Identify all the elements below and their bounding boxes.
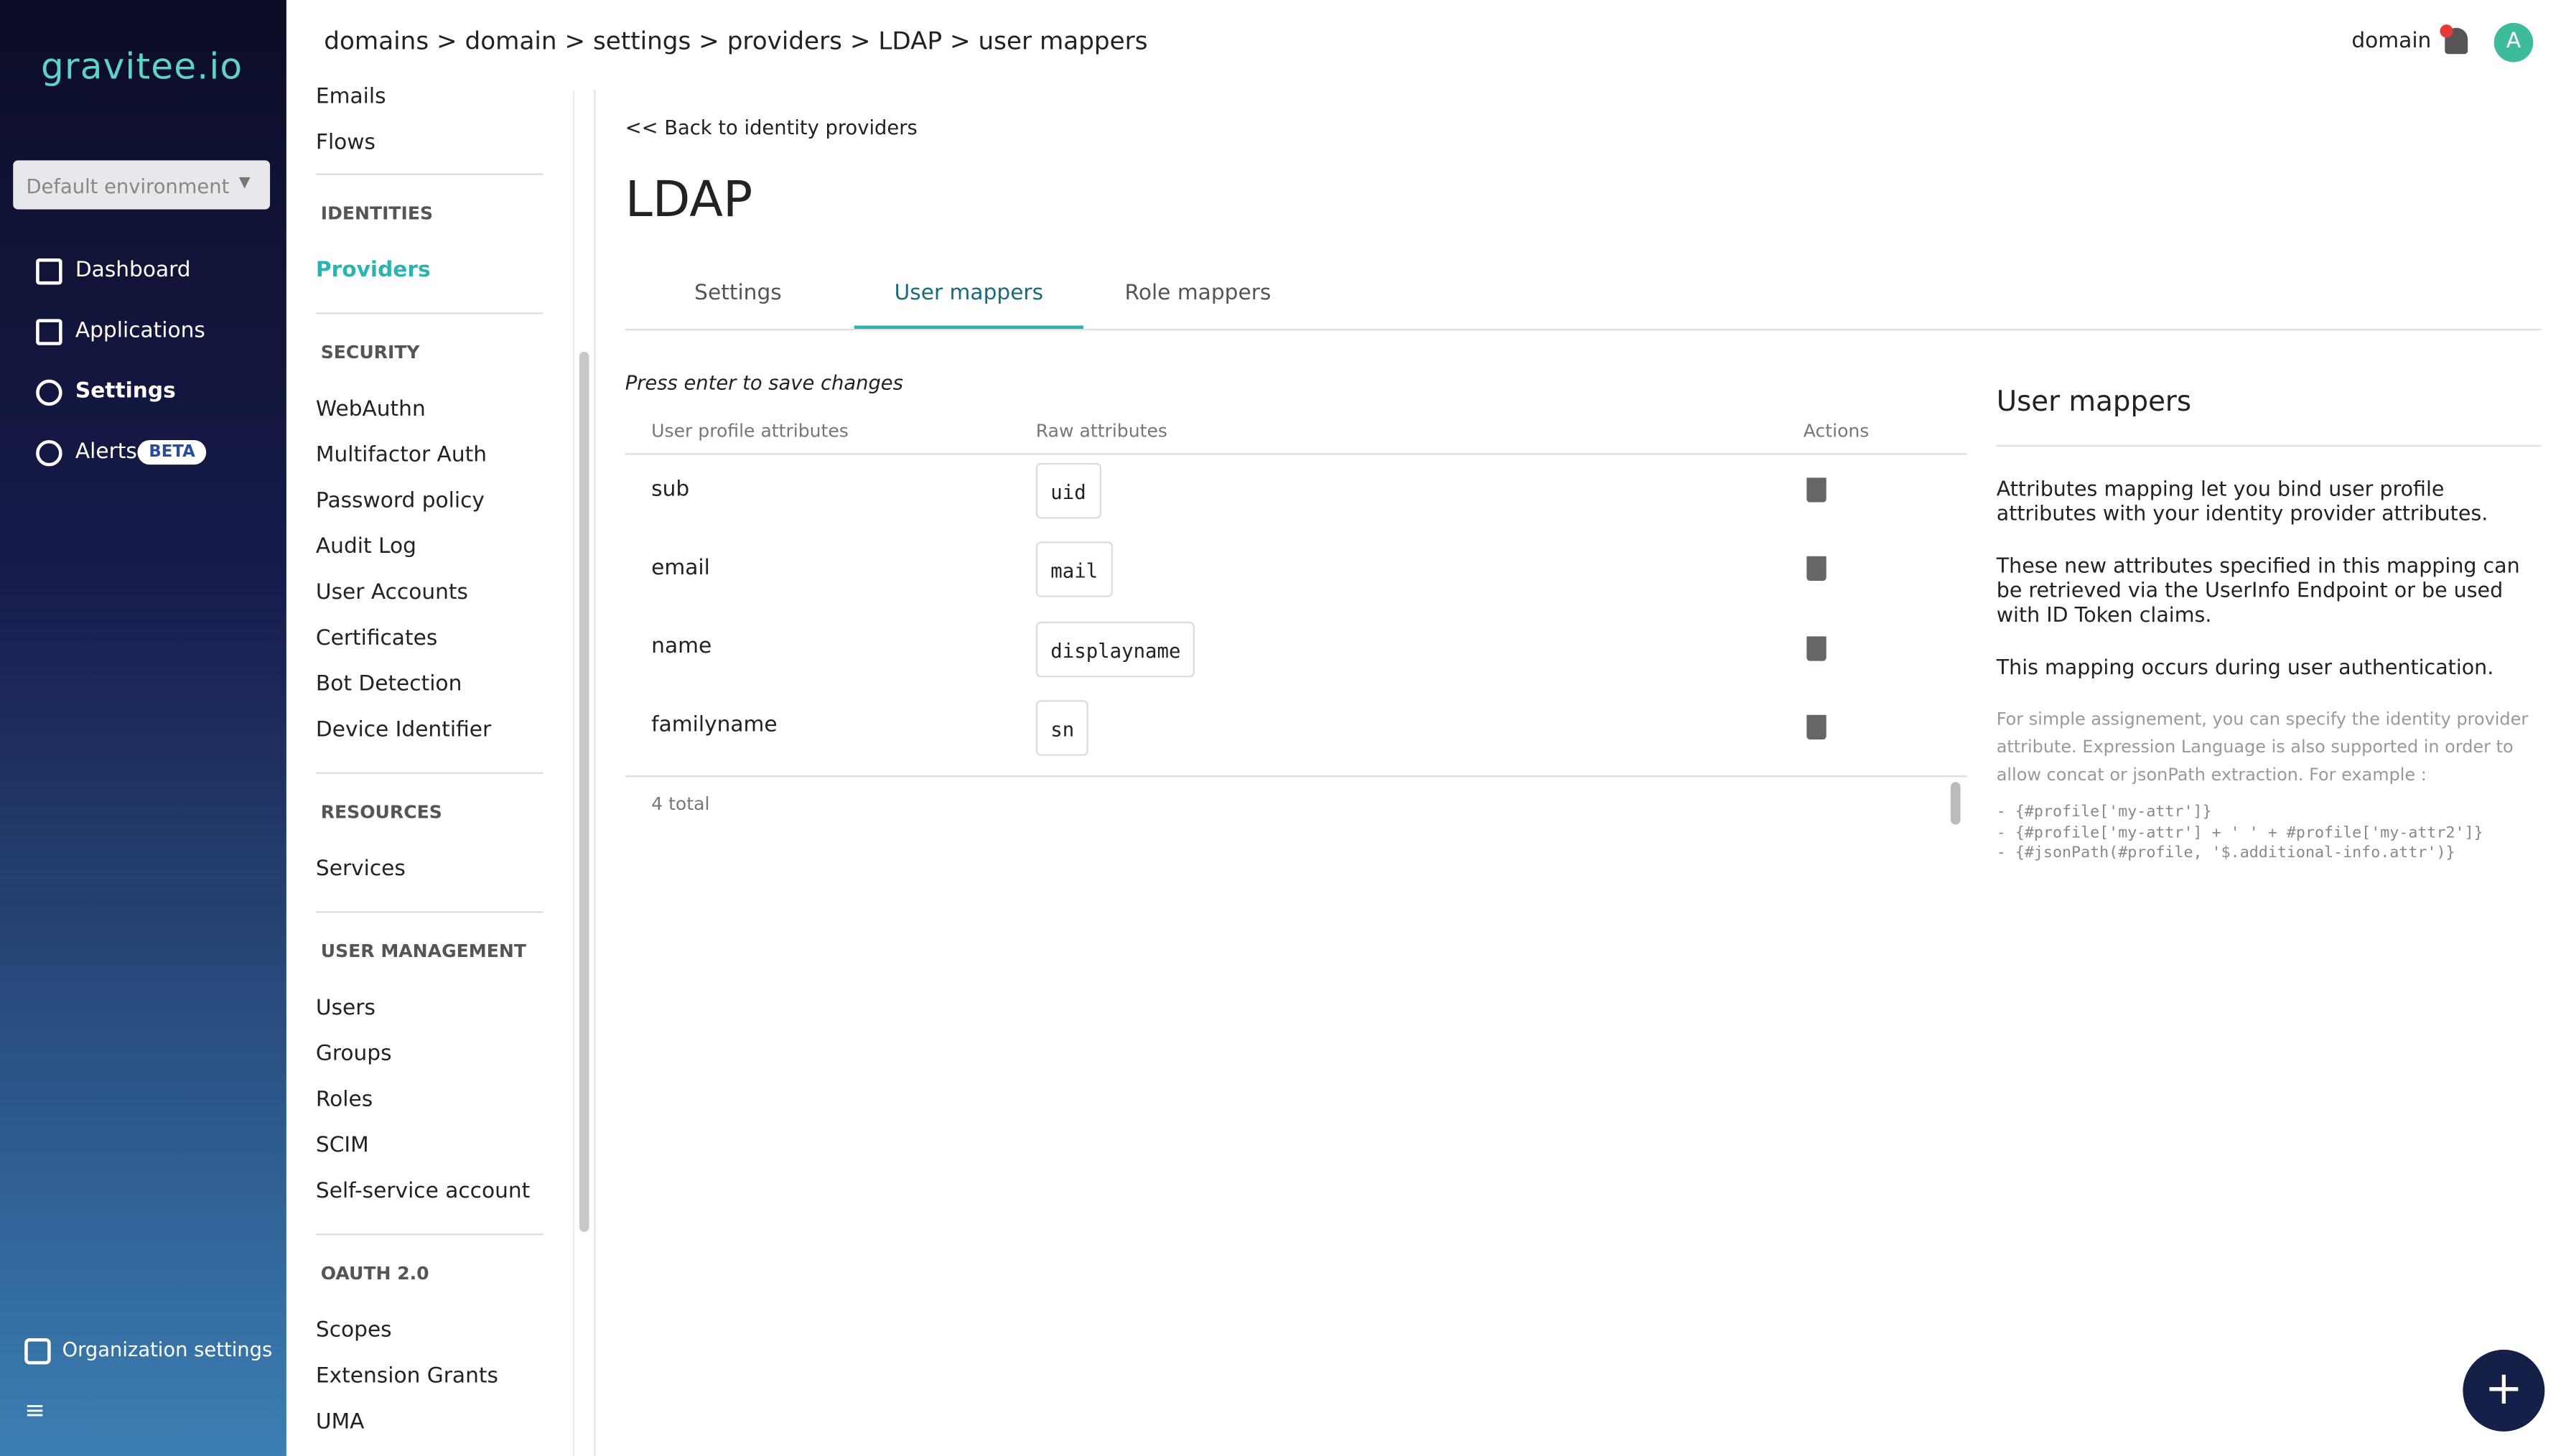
help-border (1996, 444, 2542, 447)
nav-icon (36, 379, 62, 406)
subnav-item[interactable]: SCIM (315, 1133, 369, 1158)
help-paragraph: This mapping occurs during user authenti… (1996, 654, 2494, 679)
subnav-item[interactable]: Flows (315, 130, 375, 155)
help-example: - {#jsonPath(#profile, '$.additional-inf… (1996, 844, 2455, 862)
scrollbar (579, 351, 589, 1232)
subnav-item[interactable]: WebAuthn (315, 396, 426, 421)
subnav-item[interactable]: Audit Log (315, 534, 416, 559)
subnav-item[interactable]: Certificates (315, 625, 438, 650)
environment-select[interactable]: Default environment ▼ (13, 160, 271, 210)
separator (315, 911, 543, 913)
column-header[interactable]: User profile attributes (651, 420, 849, 442)
tab[interactable]: Role mappers (1124, 280, 1272, 306)
logo: gravitee.io (40, 47, 243, 88)
raw-attribute-input[interactable]: sn (1035, 700, 1089, 756)
section-title: RESOURCES (320, 801, 442, 823)
divider (572, 90, 575, 1456)
section-title: USER MANAGEMENT (320, 940, 526, 962)
subnav-item[interactable]: Scopes (315, 1317, 392, 1343)
help-body: Attributes mapping let you bind user pro… (1997, 476, 2547, 864)
raw-attribute-input[interactable]: uid (1035, 462, 1101, 519)
nav-item[interactable]: Alerts (75, 439, 137, 465)
subnav-item[interactable]: Users (315, 995, 375, 1020)
separator (315, 772, 543, 774)
tab-border (625, 329, 2542, 331)
row-border (625, 453, 1967, 455)
tab[interactable]: Settings (694, 280, 782, 306)
menu-icon: ≡ (24, 1395, 45, 1425)
delete-button[interactable] (1806, 714, 1826, 739)
user-domain: domain (2351, 28, 2432, 54)
add-button[interactable]: + (2463, 1349, 2545, 1432)
subnav-item[interactable]: Bot Detection (315, 671, 462, 696)
nav-item[interactable]: Applications (75, 318, 205, 343)
subnav-item[interactable]: Services (315, 857, 406, 882)
total: 4 total (651, 793, 710, 815)
breadcrumb: domains > domain > settings > providers … (324, 27, 1148, 57)
column-header[interactable]: Raw attributes (1035, 420, 1167, 442)
nav-icon (36, 439, 62, 467)
subnav-item[interactable]: Roles (315, 1087, 373, 1112)
help-example: - {#profile['my-attr'] + ' ' + #profile[… (1996, 823, 2483, 842)
help-title: User mappers (1996, 386, 2192, 419)
attribute-name: sub (651, 477, 690, 502)
nav-item[interactable]: Dashboard (75, 258, 191, 283)
org-settings[interactable]: Organization settings (62, 1338, 273, 1362)
subnav-item[interactable]: Emails (315, 84, 386, 109)
subnav-item[interactable]: Device Identifier (315, 717, 492, 742)
page-title: LDAP (625, 171, 753, 228)
nav-icon (36, 319, 62, 345)
environment-label: Default environment (26, 174, 230, 198)
attribute-name: email (651, 556, 710, 581)
section-title: OAUTH 2.0 (320, 1262, 429, 1284)
help-example: - {#profile['my-attr']} (1996, 803, 2212, 821)
raw-attribute-input[interactable]: displayname (1035, 620, 1195, 677)
tab-indicator (854, 325, 1083, 330)
dropdown-arrow: ▼ (238, 174, 251, 192)
subnav-item[interactable]: Password policy (315, 488, 485, 513)
separator (315, 173, 543, 175)
raw-attribute-input[interactable]: mail (1035, 541, 1113, 598)
help-paragraph: Attributes mapping let you bind user pro… (1996, 476, 2488, 526)
subnav-item[interactable]: Extension Grants (315, 1363, 498, 1389)
nav-icon (36, 258, 62, 285)
divider (594, 90, 596, 1456)
avatar[interactable]: A (2493, 22, 2534, 62)
hint: Press enter to save changes (625, 371, 903, 395)
separator (315, 1233, 543, 1236)
delete-button[interactable] (1806, 556, 1826, 582)
help-paragraph: These new attributes specified in this m… (1996, 553, 2520, 627)
delete-button[interactable] (1806, 635, 1826, 661)
attribute-name: name (651, 635, 712, 660)
section-title: SECURITY (320, 341, 420, 363)
attribute-name: familyname (651, 714, 778, 739)
tab[interactable]: User mappers (894, 280, 1044, 306)
notification-dot (2440, 24, 2453, 38)
delete-button[interactable] (1806, 477, 1826, 503)
column-header[interactable]: Actions (1803, 420, 1870, 442)
row-border (625, 775, 1967, 778)
subnav-item[interactable]: UMA (315, 1409, 365, 1434)
sidebar (0, 0, 286, 1456)
section-title: IDENTITIES (320, 202, 434, 224)
subnav-item[interactable]: Multifactor Auth (315, 442, 487, 467)
help-note: For simple assignement, you can specify … (1996, 709, 2529, 785)
subnav-item[interactable]: Groups (315, 1041, 392, 1066)
org-icon (24, 1338, 51, 1365)
badge: BETA (137, 439, 207, 465)
back-link[interactable]: << Back to identity providers (625, 116, 918, 140)
subnav-item[interactable]: User Accounts (315, 579, 468, 605)
subnav-item[interactable]: Providers (315, 258, 431, 283)
separator (315, 312, 543, 314)
table-scrollbar (1950, 782, 1961, 825)
subnav-item[interactable]: Self-service account (315, 1178, 531, 1204)
nav-item[interactable]: Settings (75, 378, 176, 403)
